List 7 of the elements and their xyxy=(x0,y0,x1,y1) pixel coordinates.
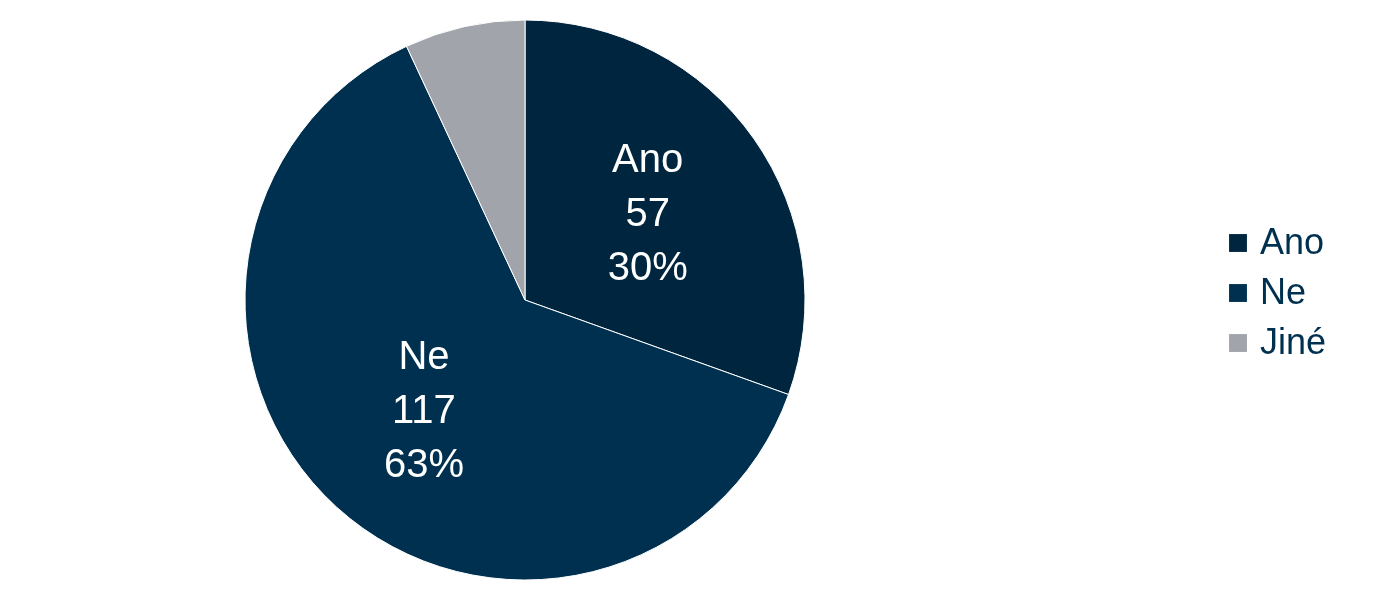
legend-label: Jiné xyxy=(1260,321,1327,362)
slice-label: Ano xyxy=(612,135,684,180)
slice-label: Ne xyxy=(398,332,450,377)
data-label: 117 63% xyxy=(383,386,464,485)
legend-label: Ne xyxy=(1260,271,1307,312)
legend-label: Ano xyxy=(1260,221,1325,262)
data-label: 57 30% xyxy=(607,189,688,288)
